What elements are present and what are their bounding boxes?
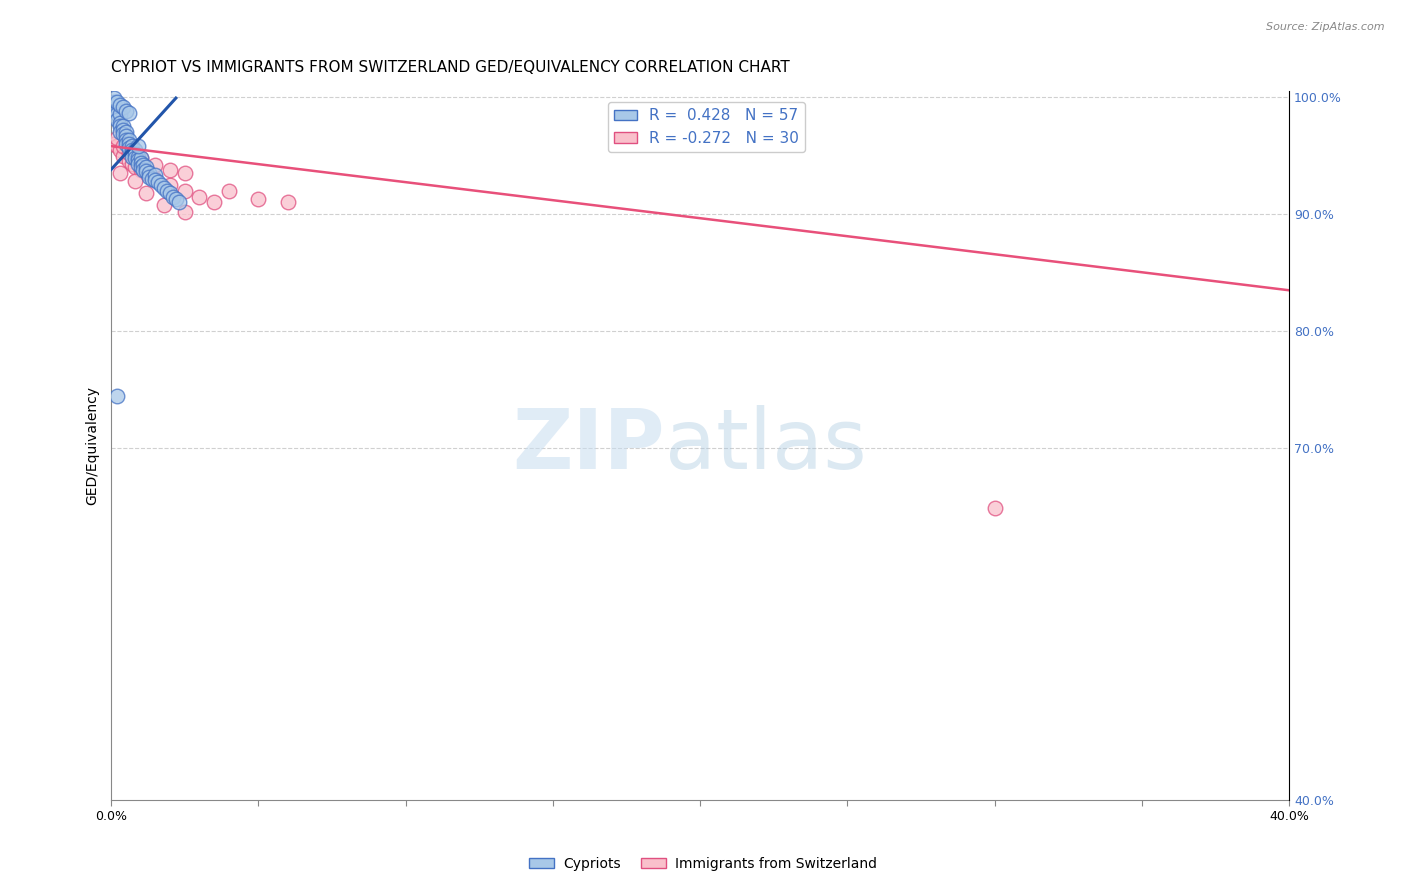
Point: [124, 151, 146, 165]
Point: [127, 157, 149, 171]
Point: [165, 192, 187, 206]
Point: [105, 389, 128, 403]
Point: [143, 158, 166, 172]
Point: [108, 98, 131, 112]
Point: [105, 139, 128, 153]
Point: [156, 184, 179, 198]
Point: [105, 107, 128, 121]
Point: [138, 166, 160, 180]
Point: [118, 106, 141, 120]
Point: [129, 151, 152, 165]
Point: [135, 163, 157, 178]
Point: [153, 181, 176, 195]
Point: [135, 160, 157, 174]
Point: [173, 204, 195, 219]
Point: [159, 178, 181, 192]
Point: [124, 143, 146, 157]
Point: [127, 150, 149, 164]
Point: [108, 116, 131, 130]
Point: [105, 131, 128, 145]
Point: [103, 91, 125, 105]
Point: [159, 162, 181, 177]
Point: [121, 143, 143, 157]
Text: Source: ZipAtlas.com: Source: ZipAtlas.com: [1267, 22, 1385, 32]
Point: [103, 102, 125, 116]
Point: [983, 501, 1005, 516]
Point: [111, 100, 134, 114]
Point: [129, 155, 152, 169]
Point: [114, 103, 136, 118]
Legend: Cypriots, Immigrants from Switzerland: Cypriots, Immigrants from Switzerland: [524, 851, 882, 876]
Point: [108, 107, 131, 121]
Point: [121, 139, 143, 153]
Point: [105, 113, 128, 128]
Point: [141, 172, 163, 186]
Point: [108, 125, 131, 139]
Point: [124, 147, 146, 161]
Point: [173, 184, 195, 198]
Point: [105, 95, 128, 109]
Point: [114, 136, 136, 151]
Point: [247, 192, 270, 206]
Point: [277, 195, 299, 210]
Point: [132, 162, 155, 177]
Point: [103, 136, 125, 151]
Point: [143, 169, 166, 183]
Point: [132, 158, 155, 172]
Point: [108, 119, 131, 133]
Point: [150, 178, 173, 192]
Point: [111, 119, 134, 133]
Point: [167, 195, 190, 210]
Point: [118, 146, 141, 161]
Point: [127, 153, 149, 168]
Point: [108, 143, 131, 157]
Point: [138, 169, 160, 184]
Point: [111, 139, 134, 153]
Point: [118, 154, 141, 169]
Point: [121, 150, 143, 164]
Point: [135, 186, 157, 200]
Legend: R =  0.428   N = 57, R = -0.272   N = 30: R = 0.428 N = 57, R = -0.272 N = 30: [607, 103, 804, 153]
Point: [108, 166, 131, 180]
Point: [121, 146, 143, 161]
Point: [118, 133, 141, 147]
Point: [114, 133, 136, 147]
Point: [118, 141, 141, 155]
Y-axis label: GED/Equivalency: GED/Equivalency: [86, 386, 100, 505]
Text: atlas: atlas: [665, 405, 866, 486]
Point: [114, 128, 136, 143]
Point: [127, 139, 149, 153]
Point: [135, 166, 157, 180]
Point: [143, 173, 166, 187]
Point: [129, 162, 152, 177]
Text: ZIP: ZIP: [512, 405, 665, 486]
Point: [159, 186, 181, 200]
Point: [129, 160, 152, 174]
Point: [202, 195, 225, 210]
Point: [143, 172, 166, 186]
Point: [188, 189, 211, 203]
Point: [218, 184, 240, 198]
Point: [153, 198, 176, 212]
Point: [105, 103, 128, 118]
Point: [111, 128, 134, 142]
Point: [114, 125, 136, 139]
Point: [129, 151, 152, 165]
Point: [124, 174, 146, 188]
Point: [118, 136, 141, 151]
Point: [103, 95, 125, 109]
Point: [111, 148, 134, 162]
Point: [124, 160, 146, 174]
Text: CYPRIOT VS IMMIGRANTS FROM SWITZERLAND GED/EQUIVALENCY CORRELATION CHART: CYPRIOT VS IMMIGRANTS FROM SWITZERLAND G…: [111, 60, 790, 75]
Point: [173, 166, 195, 180]
Point: [111, 122, 134, 136]
Point: [162, 189, 184, 203]
Point: [148, 176, 170, 190]
Point: [121, 157, 143, 171]
